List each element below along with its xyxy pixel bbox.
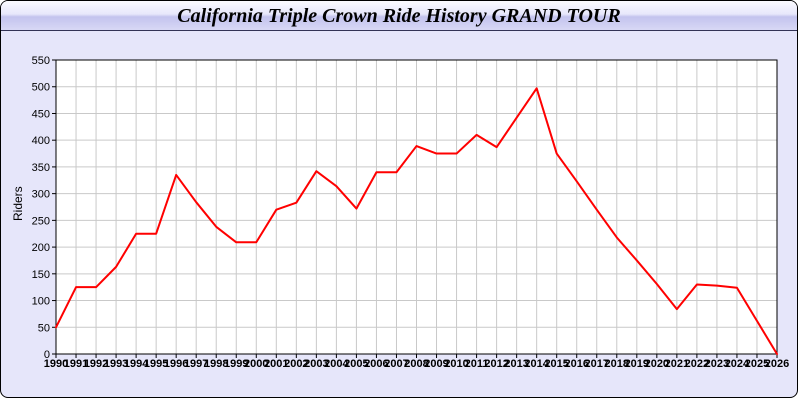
svg-text:250: 250 <box>32 215 50 227</box>
svg-text:2026: 2026 <box>765 358 789 370</box>
svg-text:450: 450 <box>32 108 50 120</box>
svg-text:350: 350 <box>32 162 50 174</box>
svg-text:50: 50 <box>38 322 50 334</box>
svg-text:200: 200 <box>32 242 50 254</box>
svg-text:300: 300 <box>32 189 50 201</box>
svg-text:100: 100 <box>32 296 50 308</box>
svg-text:550: 550 <box>32 55 50 67</box>
svg-text:500: 500 <box>32 82 50 94</box>
svg-text:150: 150 <box>32 269 50 281</box>
svg-text:400: 400 <box>32 135 50 147</box>
